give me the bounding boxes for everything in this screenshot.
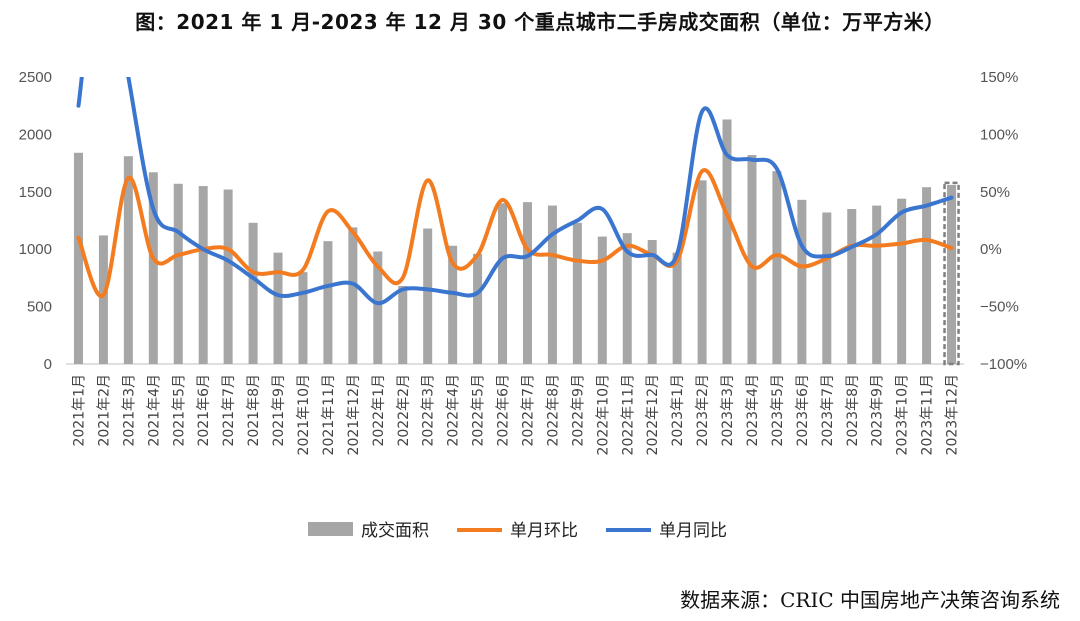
bar: [398, 285, 408, 364]
bar: [947, 184, 957, 364]
y-right-tick-label: 0%: [980, 241, 1002, 258]
legend-label: 成交面积: [361, 521, 429, 541]
x-tick-label: 2023年2月: [695, 374, 711, 447]
x-tick-label: 2023年9月: [870, 374, 886, 447]
x-tick-label: 2021年10月: [296, 374, 312, 455]
x-tick-label: 2022年1月: [371, 374, 387, 447]
bar: [123, 156, 133, 364]
x-tick-label: 2022年10月: [595, 374, 611, 455]
bar: [772, 171, 782, 364]
x-tick-label: 2022年12月: [645, 374, 661, 455]
bar: [423, 228, 433, 364]
x-tick-label: 2022年7月: [520, 374, 536, 447]
y-right-tick-label: −100%: [980, 356, 1027, 373]
bar: [323, 241, 333, 364]
bar: [847, 209, 857, 364]
x-tick-label: 2023年12月: [945, 374, 961, 455]
y-left-tick-label: 0: [44, 356, 52, 373]
x-tick-label: 2023年10月: [895, 374, 911, 455]
x-tick-label: 2021年2月: [96, 374, 112, 447]
bar: [872, 205, 882, 364]
x-tick-label: 2021年12月: [346, 374, 362, 455]
x-tick-label: 2021年7月: [221, 374, 237, 447]
y-left-tick-label: 1500: [19, 184, 52, 201]
bar: [822, 212, 832, 364]
x-tick-label: 2023年4月: [745, 374, 761, 447]
x-tick-label: 2023年7月: [820, 374, 836, 447]
x-tick-label: 2023年5月: [770, 374, 786, 447]
x-tick-label: 2023年6月: [795, 374, 811, 447]
bar: [572, 222, 582, 364]
y-right-tick-label: −50%: [980, 299, 1019, 316]
bar: [498, 203, 508, 364]
bar: [722, 119, 732, 364]
x-tick-label: 2021年1月: [71, 374, 87, 447]
x-tick-label: 2021年9月: [271, 374, 287, 447]
bar: [173, 183, 183, 364]
bar: [647, 240, 657, 364]
legend-label: 单月环比: [510, 521, 578, 541]
x-tick-label: 2021年11月: [321, 374, 337, 455]
bar: [73, 152, 83, 364]
bar: [622, 233, 632, 364]
legend-item: 成交面积: [308, 521, 429, 541]
bar: [223, 189, 233, 364]
x-tick-label: 2022年11月: [620, 374, 636, 455]
x-tick-label: 2021年5月: [171, 374, 187, 447]
bar: [797, 199, 807, 364]
bar: [697, 180, 707, 364]
x-tick-label: 2023年8月: [845, 374, 861, 447]
bar-highlight-box: [943, 181, 960, 366]
legend-label: 单月同比: [659, 521, 727, 541]
bar: [522, 202, 532, 364]
y-left-tick-label: 2500: [19, 69, 52, 86]
bar: [473, 253, 483, 364]
legend-item: 单月环比: [457, 521, 578, 541]
x-tick-label: 2021年8月: [246, 374, 262, 447]
bar: [448, 245, 458, 364]
bar: [897, 198, 907, 364]
y-right-tick-label: 150%: [980, 69, 1018, 86]
x-tick-label: 2022年3月: [421, 374, 437, 447]
y-left-tick-label: 500: [27, 299, 52, 316]
x-tick-label: 2021年6月: [196, 374, 212, 447]
source-note: 数据来源：CRIC 中国房地产决策咨询系统: [680, 588, 1060, 612]
y-right-tick-label: 50%: [980, 184, 1010, 201]
bar: [597, 236, 607, 364]
bar: [198, 186, 208, 364]
x-tick-label: 2022年2月: [396, 374, 412, 447]
bar: [148, 172, 158, 364]
x-tick-label: 2023年11月: [920, 374, 936, 455]
x-tick-label: 2022年8月: [545, 374, 561, 447]
x-tick-label: 2021年3月: [121, 374, 137, 447]
y-left-tick-label: 2000: [19, 126, 52, 143]
bar: [348, 227, 358, 364]
y-right-tick-label: 100%: [980, 126, 1018, 143]
x-tick-label: 2023年3月: [720, 374, 736, 447]
x-tick-label: 2022年5月: [471, 374, 487, 447]
x-tick-label: 2023年1月: [670, 374, 686, 447]
x-tick-label: 2022年4月: [446, 374, 462, 447]
y-left-tick-label: 1000: [19, 241, 52, 258]
x-tick-label: 2022年9月: [570, 374, 586, 447]
legend-item: 单月同比: [606, 521, 727, 541]
bar: [373, 251, 383, 364]
x-tick-label: 2022年6月: [496, 374, 512, 447]
bar: [922, 187, 932, 364]
legend-swatch-bar: [308, 522, 353, 536]
bar: [273, 252, 283, 364]
bar: [248, 222, 258, 364]
bar: [98, 235, 108, 364]
chart-title: 图：2021 年 1 月-2023 年 12 月 30 个重点城市二手房成交面积…: [135, 10, 945, 34]
mom-line: [76, 168, 954, 299]
bar: [547, 205, 557, 364]
bar: [672, 252, 682, 364]
bar: [298, 272, 308, 364]
x-tick-label: 2021年4月: [146, 374, 162, 447]
yoy-line: [76, 77, 954, 306]
bar: [747, 155, 757, 364]
